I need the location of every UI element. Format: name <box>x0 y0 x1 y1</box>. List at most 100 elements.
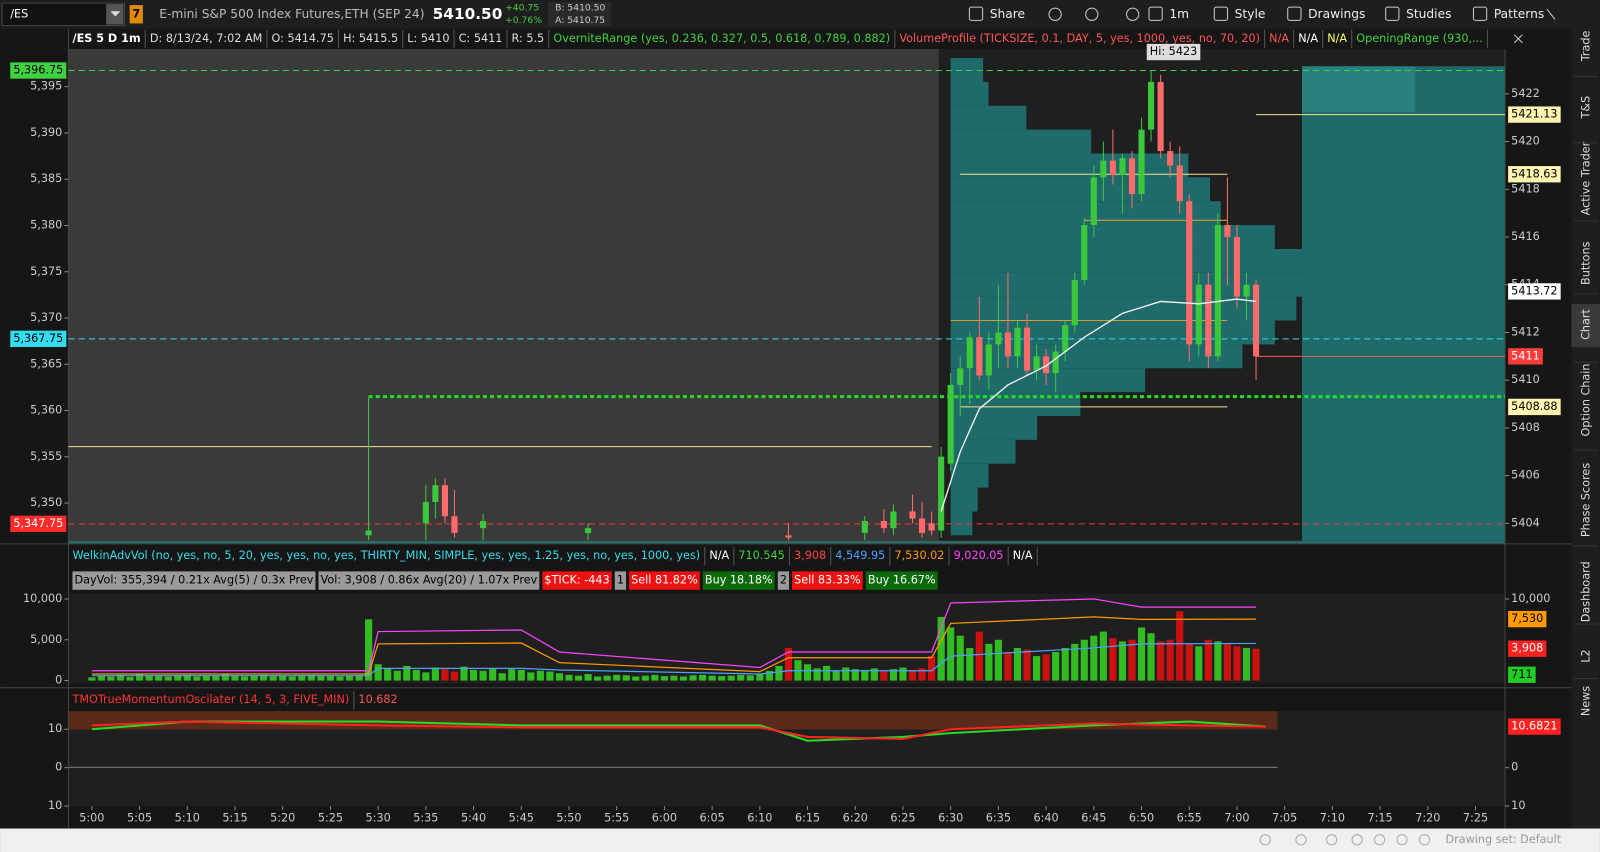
volume-bar <box>183 674 191 681</box>
study-title: TMOTrueMomentumOscilater (14, 5, 3, FIVE… <box>71 693 349 706</box>
button-icon <box>1287 6 1302 21</box>
candle-body <box>890 511 897 529</box>
vol-badge-box <box>865 571 938 590</box>
vol-badge: Vol: 3,908 / 0.86x Avg(20) / 1.07x Prev <box>321 574 538 587</box>
toolbar-button[interactable]: Studies <box>1406 7 1451 21</box>
toolbar-button[interactable]: Patterns <box>1494 7 1544 21</box>
left-tick-label: 5,380 <box>30 218 62 231</box>
volume-bar <box>1118 641 1127 681</box>
volume-bar <box>880 670 888 681</box>
bid: B: 5410.50 <box>555 3 605 14</box>
candle-body <box>1119 158 1126 175</box>
right-price-label: 5408.88 <box>1511 400 1557 413</box>
vol-right-label-box <box>1508 640 1547 657</box>
x-tick-label: 7:10 <box>1320 811 1345 824</box>
sidebar-tab[interactable]: Active Trader <box>1580 141 1593 215</box>
volume-bar <box>651 674 659 681</box>
collapse-icon <box>1513 34 1523 44</box>
symbol-input[interactable] <box>1 2 126 27</box>
vol-right-label: 711 <box>1511 668 1532 681</box>
profile-bar <box>950 272 1319 297</box>
study-readout: N/A <box>709 549 729 562</box>
volume-average <box>91 616 1257 675</box>
sidebar-tab[interactable]: News <box>1580 686 1593 716</box>
vol-right-label: 7,530 <box>1511 612 1543 625</box>
sidebar-tab[interactable]: Chart <box>1580 308 1593 339</box>
x-tick-label: 5:20 <box>270 811 295 824</box>
volume-bar <box>870 668 878 681</box>
vol-badge: DayVol: 355,394 / 0.21x Avg(5) / 0.3x Pr… <box>75 574 314 587</box>
x-tick-label: 5:55 <box>604 811 629 824</box>
status-icon <box>1373 834 1386 846</box>
volume-bar <box>1052 652 1060 681</box>
candle-body <box>451 516 458 533</box>
profile-bar <box>950 177 1210 202</box>
left-tick-label: 5,350 <box>30 496 62 509</box>
left-price-label: 5,396.75 <box>13 64 63 77</box>
volume-bar <box>336 676 344 681</box>
sidebar-tab[interactable]: Phase Scores <box>1580 463 1593 537</box>
volume-bar <box>1090 635 1098 681</box>
left-price-label-box <box>10 515 67 533</box>
x-tick-label: 5:30 <box>366 811 391 824</box>
candle-body <box>1014 327 1021 357</box>
drawing-set: Drawing set: Default <box>1445 833 1561 846</box>
volume-bar <box>1080 639 1088 681</box>
opening-range-top <box>1302 66 1416 113</box>
volume-bar <box>594 676 602 681</box>
study-label: N/A <box>1269 32 1289 45</box>
study-readout: 4,549.95 <box>835 549 885 562</box>
x-tick-label: 5:40 <box>461 811 486 824</box>
sidebar-tab[interactable]: L2 <box>1580 649 1593 662</box>
sidebar-tab[interactable]: Option Chain <box>1580 363 1593 436</box>
x-tick-label: 6:15 <box>795 811 820 824</box>
ask: A: 5410.75 <box>555 15 605 26</box>
x-tick-label: 7:00 <box>1224 811 1249 824</box>
volume-bar <box>460 666 468 681</box>
tool-icon <box>1126 7 1140 21</box>
link-badge[interactable] <box>129 5 143 24</box>
study-title: WelkinAdvVol (no, yes, no, 5, 20, yes, y… <box>72 549 700 562</box>
volume-bar <box>746 675 754 681</box>
status-icon <box>1259 834 1271 846</box>
x-tick-label: 6:50 <box>1129 811 1154 824</box>
toolbar-button[interactable]: Style <box>1235 7 1266 21</box>
x-tick-label: 5:50 <box>556 811 581 824</box>
vol-badge-box <box>542 571 612 590</box>
volume-bar <box>775 665 783 681</box>
sidebar-tab[interactable]: Dashboard <box>1580 561 1593 622</box>
sidebar <box>1571 28 1600 830</box>
sidebar-tab[interactable]: Buttons <box>1580 241 1593 285</box>
volume-bar <box>660 676 668 681</box>
sidebar-tab[interactable]: Trade <box>1580 30 1593 62</box>
toolbar-button[interactable]: Share <box>990 7 1025 21</box>
volume-bar <box>603 675 611 681</box>
y-tick-label: 5404 <box>1511 516 1540 529</box>
candle-body <box>432 485 439 502</box>
change-pct: +0.76% <box>505 15 542 26</box>
profile-bar <box>950 129 1092 154</box>
candle-body <box>928 523 935 531</box>
right-price-label: 5411 <box>1511 349 1540 362</box>
volume-bar <box>908 669 917 681</box>
volume-bar <box>498 673 506 681</box>
volume-bar <box>88 677 96 681</box>
volume-bar <box>1204 639 1212 681</box>
volume-bar <box>565 674 573 681</box>
volume-bar <box>412 669 420 681</box>
volume-bar <box>365 619 373 681</box>
vol-right-label-box <box>1508 610 1547 628</box>
volume-bar <box>145 676 153 681</box>
x-tick-label: 6:10 <box>747 811 772 824</box>
volume-bar <box>784 647 793 681</box>
right-price-label-box <box>1508 106 1561 123</box>
toolbar-button[interactable]: Drawings <box>1308 7 1365 21</box>
volume-bar <box>1099 631 1107 681</box>
status-bar <box>0 828 1600 852</box>
status-icon <box>1295 834 1307 846</box>
study-label: N/A <box>1298 32 1318 45</box>
volume-bar <box>517 669 525 681</box>
volume-bar <box>765 670 773 681</box>
sidebar-tab[interactable]: T&S <box>1580 96 1593 120</box>
toolbar-button[interactable]: 1m <box>1169 7 1189 21</box>
